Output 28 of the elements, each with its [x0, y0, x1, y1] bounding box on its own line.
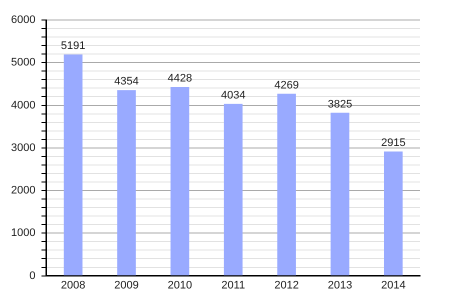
- x-tick-label: 2014: [381, 279, 406, 292]
- bar: [170, 87, 190, 276]
- x-tick-label: 2013: [328, 279, 352, 292]
- bar: [117, 90, 136, 276]
- bar: [64, 54, 82, 276]
- x-tick-label: 2009: [114, 279, 139, 292]
- bar: [330, 112, 350, 276]
- bar: [277, 94, 296, 276]
- y-tick-label: 6000: [10, 14, 36, 26]
- y-tick-label: 0: [29, 270, 36, 282]
- y-tick-label: 5000: [10, 56, 36, 69]
- x-tick-label: 2012: [274, 279, 299, 292]
- y-tick-label: 4000: [10, 99, 36, 112]
- data-label: 4034: [220, 89, 246, 102]
- data-label: 4269: [274, 79, 299, 92]
- data-label: 4354: [114, 76, 139, 88]
- y-tick-label: 2000: [10, 184, 36, 197]
- data-label: 2915: [381, 137, 406, 150]
- data-label: 3825: [328, 98, 352, 110]
- y-tick-label: 1000: [10, 227, 36, 240]
- data-label: 4428: [168, 72, 192, 85]
- data-label: 5191: [60, 40, 86, 52]
- y-tick-label: 3000: [10, 142, 36, 154]
- x-tick-label: 2010: [168, 279, 192, 292]
- bar: [224, 104, 243, 276]
- bar: [384, 152, 403, 276]
- x-tick-label: 2011: [221, 279, 246, 292]
- x-tick-label: 2008: [60, 279, 86, 292]
